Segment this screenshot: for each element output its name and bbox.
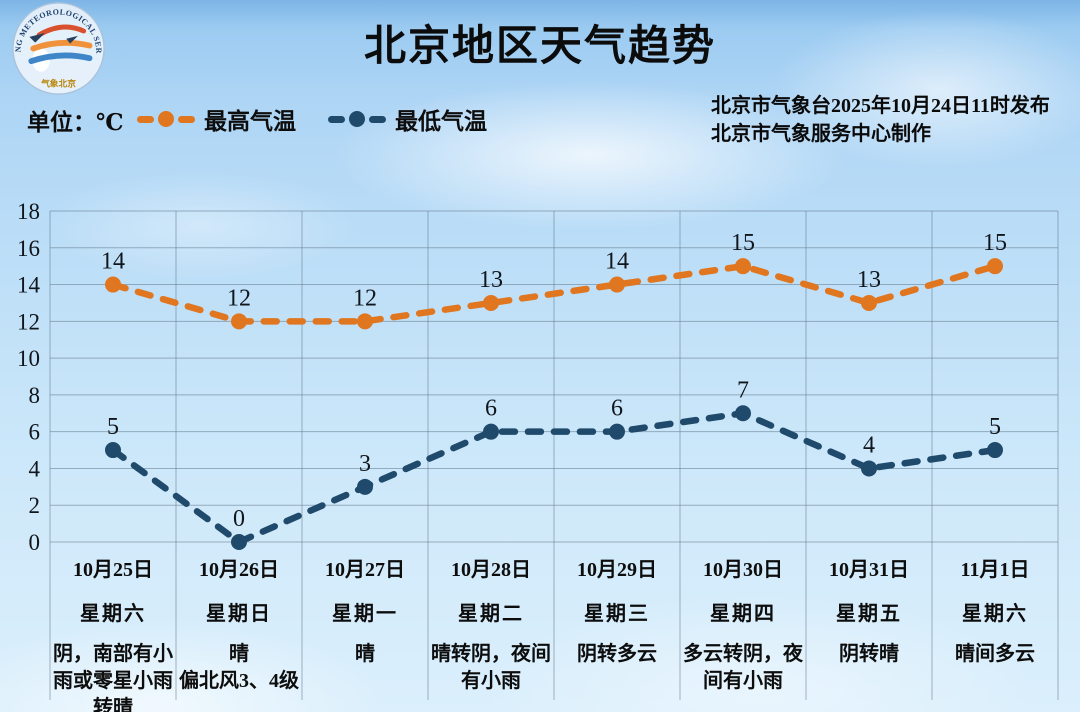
data-point	[483, 294, 499, 311]
data-point	[861, 460, 877, 477]
data-value-label: 15	[731, 230, 755, 256]
beijing-meteorological-service-logo: BEIJING METEOROLOGICAL SERVICE 气象北京	[10, 0, 105, 95]
y-tick-label: 18	[17, 199, 40, 224]
data-point	[861, 294, 877, 311]
data-point	[357, 313, 373, 330]
publish-info: 北京市气象台2025年10月24日11时发布 北京市气象服务中心制作	[711, 92, 1050, 148]
unit-label: 单位：℃	[27, 110, 124, 135]
legend-label-low: 最低气温	[395, 109, 487, 134]
data-point	[987, 442, 1003, 459]
logo-arrow-icon	[29, 32, 45, 43]
data-value-label: 5	[107, 414, 119, 440]
data-value-label: 6	[611, 396, 623, 422]
data-value-label: 14	[605, 249, 629, 275]
y-tick-label: 0	[29, 530, 41, 555]
data-value-label: 14	[101, 249, 125, 275]
low-temp-line-swatch	[328, 111, 386, 127]
data-value-label: 13	[479, 267, 503, 293]
data-point	[609, 423, 625, 440]
legend-item-high: 最高气温	[137, 102, 296, 136]
series-line-low	[109, 410, 999, 546]
data-value-label: 7	[737, 377, 749, 403]
data-value-label: 6	[485, 396, 497, 422]
y-tick-label: 8	[29, 383, 41, 408]
data-point	[735, 258, 751, 275]
data-value-label: 5	[989, 414, 1001, 440]
data-value-label: 4	[863, 432, 875, 458]
data-point	[987, 258, 1003, 275]
data-point	[609, 276, 625, 293]
data-point	[231, 534, 247, 550]
y-tick-label: 10	[17, 346, 40, 371]
y-tick-label: 12	[17, 309, 40, 334]
data-value-label: 15	[983, 230, 1007, 256]
data-point	[483, 423, 499, 440]
y-tick-label: 6	[29, 420, 41, 445]
publish-line1: 北京市气象台2025年10月24日11时发布	[711, 95, 1050, 117]
data-point	[105, 276, 121, 293]
data-point	[357, 478, 373, 495]
logo-bottom-text: 气象北京	[40, 77, 76, 88]
data-value-label: 0	[233, 506, 245, 532]
data-point	[735, 405, 751, 422]
logo-circle	[12, 2, 105, 95]
page-title: 北京地区天气趋势	[363, 24, 716, 70]
data-point	[231, 313, 247, 330]
data-point	[105, 442, 121, 459]
chart-legend: 最高气温 最低气温	[137, 102, 487, 136]
publish-line2: 北京市气象服务中心制作	[711, 123, 931, 145]
y-tick-label: 14	[17, 273, 41, 298]
data-value-label: 3	[359, 451, 371, 477]
grid	[49, 210, 1059, 700]
logo-arrow-icon	[66, 35, 78, 44]
high-temp-line-swatch	[137, 111, 195, 127]
legend-label-high: 最高气温	[204, 109, 296, 134]
data-value-label: 13	[857, 267, 881, 293]
logo-blue-stripe	[28, 52, 93, 65]
logo-orange-stripe	[30, 39, 93, 52]
series-line-high	[109, 262, 999, 325]
logo-red-stripe	[36, 24, 87, 38]
legend-item-low: 最低气温	[328, 102, 487, 136]
y-tick-label: 2	[29, 493, 41, 518]
data-value-label: 12	[353, 285, 377, 311]
data-value-label: 12	[227, 285, 251, 311]
y-tick-label: 4	[29, 456, 41, 481]
y-tick-label: 16	[17, 236, 40, 261]
